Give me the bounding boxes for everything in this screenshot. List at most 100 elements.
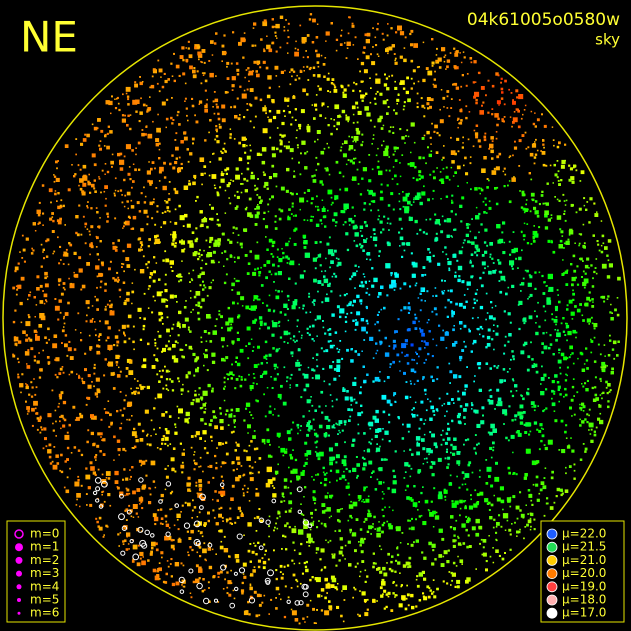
star	[303, 236, 306, 239]
star	[312, 541, 315, 544]
star	[346, 304, 349, 307]
star	[359, 590, 361, 592]
star	[531, 198, 535, 202]
star	[178, 310, 182, 315]
star	[25, 237, 29, 241]
star	[435, 151, 439, 154]
star	[160, 226, 162, 228]
star	[359, 299, 363, 303]
star	[205, 103, 208, 106]
star	[275, 569, 278, 572]
star	[323, 147, 326, 150]
star	[259, 594, 262, 597]
star	[331, 252, 335, 257]
star	[410, 252, 413, 255]
star	[289, 237, 291, 240]
star	[336, 364, 341, 369]
star	[433, 84, 437, 88]
star	[291, 305, 296, 310]
star	[293, 243, 297, 246]
star	[116, 410, 119, 413]
star	[81, 377, 84, 380]
star	[259, 66, 262, 69]
star	[581, 420, 585, 424]
star	[201, 49, 206, 53]
star	[268, 294, 271, 297]
star	[426, 97, 431, 101]
star	[245, 138, 247, 141]
star	[379, 220, 383, 224]
star	[285, 255, 288, 258]
star	[167, 444, 169, 447]
star	[519, 421, 524, 425]
star	[544, 213, 548, 218]
star	[306, 616, 309, 618]
star	[319, 264, 322, 267]
star	[55, 435, 57, 437]
star	[485, 346, 488, 349]
star	[442, 96, 446, 100]
star	[183, 248, 186, 250]
star	[391, 44, 395, 48]
star	[432, 83, 435, 86]
star	[366, 258, 368, 260]
star	[538, 271, 541, 274]
star	[353, 157, 355, 160]
star	[134, 435, 138, 438]
star	[302, 617, 305, 620]
star	[383, 150, 389, 157]
star	[260, 199, 263, 203]
star	[422, 41, 425, 44]
star	[265, 66, 269, 70]
star	[545, 502, 548, 505]
star	[205, 262, 208, 265]
star	[276, 109, 281, 114]
star	[255, 492, 260, 497]
star	[178, 408, 183, 414]
star	[12, 354, 16, 358]
star	[149, 86, 151, 89]
star	[392, 469, 395, 473]
star	[247, 600, 250, 604]
star	[246, 167, 250, 171]
star	[311, 368, 314, 372]
star	[360, 539, 365, 544]
star	[601, 368, 604, 371]
star	[478, 525, 483, 530]
star	[174, 190, 179, 195]
star	[172, 231, 177, 235]
star	[187, 488, 191, 492]
star	[224, 150, 227, 153]
star	[366, 322, 369, 325]
star	[290, 428, 293, 431]
star	[551, 389, 554, 393]
star	[386, 112, 389, 115]
star	[502, 120, 505, 123]
star	[352, 272, 357, 277]
star	[274, 220, 277, 223]
star	[313, 299, 316, 302]
star	[46, 356, 50, 359]
star	[306, 433, 309, 437]
star	[377, 218, 380, 221]
star	[44, 271, 48, 276]
star	[543, 477, 546, 479]
star	[553, 501, 556, 504]
star	[429, 465, 433, 469]
star	[104, 305, 107, 308]
star	[98, 339, 101, 341]
star	[423, 433, 426, 436]
star	[194, 251, 198, 255]
star	[593, 430, 596, 433]
star	[325, 168, 329, 172]
star	[330, 290, 333, 293]
star	[493, 365, 496, 368]
star	[479, 305, 484, 310]
star	[104, 204, 107, 207]
star	[293, 170, 295, 173]
star	[531, 503, 534, 506]
star	[125, 92, 128, 95]
star	[372, 134, 375, 136]
star	[475, 124, 479, 127]
star	[483, 211, 486, 214]
